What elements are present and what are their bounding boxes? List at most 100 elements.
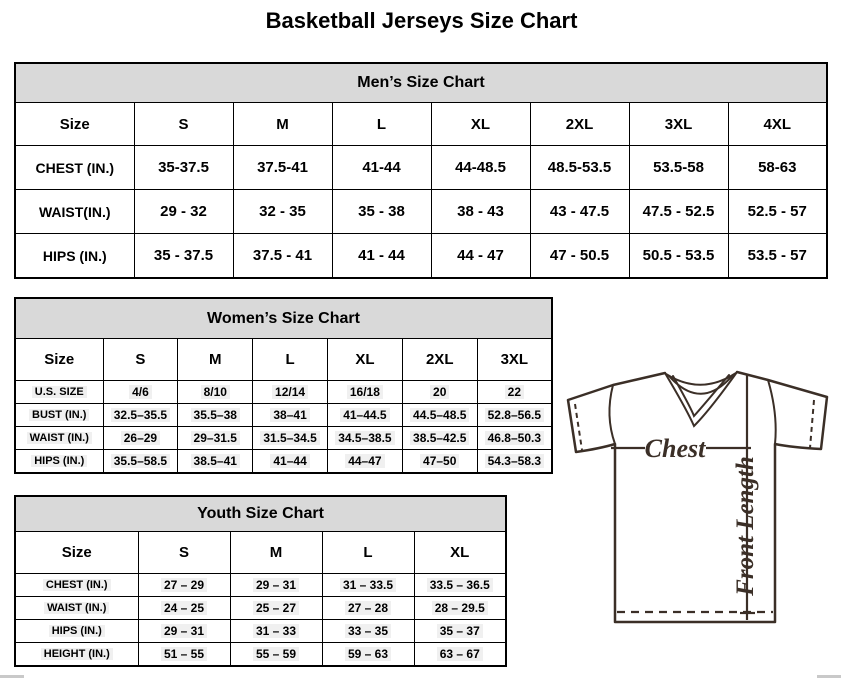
table-row: WAIST(IN.) 29 - 32 32 - 35 35 - 38 38 - 43 43… xyxy=(14,189,828,234)
column-header-text: M xyxy=(276,115,289,133)
jersey-diagram-svg: Chest Front Length xyxy=(566,370,829,624)
size-value-cell-text: 8/10 xyxy=(200,385,230,399)
table-row: WAIST (IN.) 26–29 29–31.5 31.5–34.5 34.5–38.… xyxy=(14,426,553,450)
size-value-cell: 41 - 44 xyxy=(331,233,432,279)
size-value-cell-text: 35 - 37.5 xyxy=(153,247,214,264)
mens-table-title: Men’s Size Chart xyxy=(14,62,828,103)
size-value-cell-text: 35.5–58.5 xyxy=(110,454,171,468)
row-label: WAIST (IN.) xyxy=(14,426,104,450)
size-value-cell-text: 52.8–56.5 xyxy=(484,408,545,422)
size-value-cell: 35.5–58.5 xyxy=(102,449,179,474)
collar-back-curve-outer xyxy=(665,372,737,386)
column-header-text: S xyxy=(178,115,189,133)
size-value-cell-text: 47.5 - 52.5 xyxy=(642,203,715,220)
size-value-cell-text: 44.5–48.5 xyxy=(410,408,470,422)
youth-table-title-text: Youth Size Chart xyxy=(197,505,324,522)
size-value-cell: 22 xyxy=(476,380,553,404)
size-value-cell-text: 52.5 - 57 xyxy=(747,203,807,220)
size-value-cell: 38 - 43 xyxy=(430,189,531,234)
size-value-cell-text: 22 xyxy=(504,385,524,399)
size-value-cell-text: 38 - 43 xyxy=(457,203,504,220)
column-header: L xyxy=(252,338,328,381)
size-value-cell: 46.8–50.3 xyxy=(476,426,553,450)
row-label-text: CHEST (IN.) xyxy=(42,579,111,591)
size-value-cell-text: 58-63 xyxy=(758,159,797,176)
vneck-outer xyxy=(664,371,738,428)
column-header: S xyxy=(133,102,234,146)
row-label-text: U.S. SIZE xyxy=(31,386,87,398)
column-header-text: L xyxy=(285,351,295,368)
size-value-cell: 31 – 33 xyxy=(229,619,323,643)
size-value-cell-text: 54.3–58.3 xyxy=(484,454,545,468)
size-value-cell-text: 37.5-41 xyxy=(257,159,308,176)
size-value-cell: 52.5 - 57 xyxy=(727,189,828,234)
row-label: HEIGHT (IN.) xyxy=(14,642,139,667)
womens-size-table: Women’s Size Chart Size S M L XL 2XL 3XL U.S. SI… xyxy=(14,297,553,474)
row-label-text: HEIGHT (IN.) xyxy=(40,648,113,660)
size-value-cell: 47.5 - 52.5 xyxy=(628,189,729,234)
size-value-cell-text: 31 – 33.5 xyxy=(339,578,397,592)
size-value-cell: 33 – 35 xyxy=(321,619,415,643)
womens-table-title-text: Women’s Size Chart xyxy=(207,309,360,327)
row-label: BUST (IN.) xyxy=(14,403,104,427)
size-value-cell-text: 48.5-53.5 xyxy=(547,159,612,176)
size-value-cell: 33.5 – 36.5 xyxy=(413,573,507,597)
size-value-cell-text: 35-37.5 xyxy=(158,159,209,176)
row-label-text: HIPS (IN.) xyxy=(42,247,107,264)
left-cuff-dashed-seam xyxy=(574,403,583,451)
column-header: 2XL xyxy=(529,102,630,146)
size-value-cell: 38.5–42.5 xyxy=(401,426,478,450)
size-value-cell: 28 – 29.5 xyxy=(413,596,507,620)
column-header: L xyxy=(331,102,432,146)
size-value-cell-text: 31.5–34.5 xyxy=(260,431,320,445)
size-value-cell-text: 35 - 38 xyxy=(358,203,405,220)
mens-table-title-text: Men’s Size Chart xyxy=(357,74,485,91)
table-row: CHEST (IN.) 35-37.5 37.5-41 41-44 44-48.5 48.… xyxy=(14,145,828,190)
mens-header-row: Size S M L XL 2XL 3XL 4XL xyxy=(14,102,828,146)
size-value-cell-text: 51 – 55 xyxy=(160,647,208,661)
size-value-cell: 51 – 55 xyxy=(137,642,231,667)
row-label-text: WAIST (IN.) xyxy=(44,602,110,614)
size-value-cell: 31.5–34.5 xyxy=(252,426,328,450)
womens-header-row: Size S M L XL 2XL 3XL xyxy=(14,338,553,381)
womens-title-row: Women’s Size Chart xyxy=(14,297,553,339)
column-header-text: 3XL xyxy=(664,115,693,133)
size-value-cell: 38.5–41 xyxy=(177,449,254,474)
size-value-cell-text: 28 – 29.5 xyxy=(431,601,488,615)
table-row: CHEST (IN.) 27 – 29 29 – 31 31 – 33.5 33.5 –… xyxy=(14,573,507,597)
size-value-cell: 8/10 xyxy=(177,380,254,404)
chest-label: Chest xyxy=(645,434,706,463)
size-value-cell: 35.5–38 xyxy=(177,403,254,427)
column-header: M xyxy=(232,102,333,146)
size-value-cell-text: 38–41 xyxy=(270,408,310,422)
size-value-cell-text: 27 – 28 xyxy=(344,601,392,615)
size-value-cell: 41–44.5 xyxy=(326,403,403,427)
size-value-cell: 35 - 38 xyxy=(331,189,432,234)
size-value-cell-text: 43 - 47.5 xyxy=(549,203,610,220)
mens-title-row: Men’s Size Chart xyxy=(14,62,828,103)
size-value-cell: 44 - 47 xyxy=(430,233,531,279)
size-value-cell: 50.5 - 53.5 xyxy=(628,233,729,279)
size-value-cell-text: 53.5 - 57 xyxy=(747,247,807,264)
size-value-cell-text: 41-44 xyxy=(362,159,401,176)
column-header: 3XL xyxy=(476,338,553,381)
row-label-text: BUST (IN.) xyxy=(29,409,90,421)
column-header-text: Size xyxy=(44,351,75,368)
jersey-measurement-diagram: Chest Front Length xyxy=(560,366,830,634)
column-header: S xyxy=(137,531,231,574)
size-value-cell: 32.5–35.5 xyxy=(102,403,179,427)
size-value-cell-text: 29 - 32 xyxy=(160,203,207,220)
size-value-cell: 43 - 47.5 xyxy=(529,189,630,234)
size-value-cell-text: 44–47 xyxy=(345,454,385,468)
size-value-cell-text: 29 – 31 xyxy=(252,578,300,592)
column-header: 3XL xyxy=(628,102,729,146)
size-value-cell-text: 32.5–35.5 xyxy=(110,408,171,422)
size-value-cell-text: 4/6 xyxy=(129,385,152,399)
column-header-text: 2XL xyxy=(565,115,594,133)
size-value-cell: 31 – 33.5 xyxy=(321,573,415,597)
size-value-cell-text: 37.5 - 41 xyxy=(252,247,313,264)
column-header-text: S xyxy=(178,544,189,561)
size-value-cell: 41-44 xyxy=(331,145,432,190)
left-armhole-seam xyxy=(608,384,616,445)
collar-back-curve-inner xyxy=(668,374,734,395)
